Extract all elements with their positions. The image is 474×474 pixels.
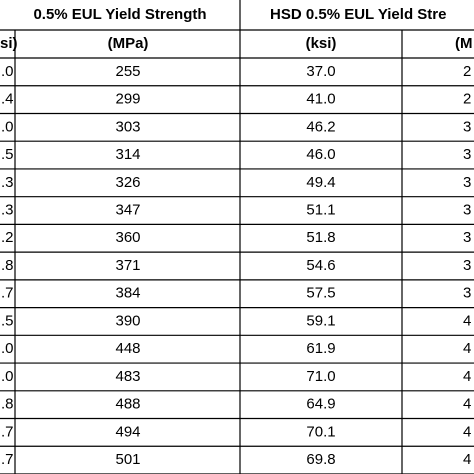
table-cell: 69.8 [306, 451, 335, 468]
table-cell: 41.0 [306, 91, 335, 108]
table-cell: .7 [1, 423, 14, 440]
table-cell: .0 [1, 368, 14, 385]
table-cell: 70.1 [306, 423, 335, 440]
table-cell: .2 [1, 229, 14, 246]
table-cell: 4 [463, 451, 471, 468]
table-cell: .3 [1, 174, 14, 191]
header-cell: 0.5% EUL Yield Strength [33, 6, 206, 23]
table-cell: 2 [463, 63, 471, 80]
table-cell: 51.1 [306, 202, 335, 219]
table-cell: 64.9 [306, 396, 335, 413]
table-cell: 303 [115, 118, 140, 135]
table-cell: .0 [1, 118, 14, 135]
table-cell: 488 [115, 396, 140, 413]
table-cell: 49.4 [306, 174, 335, 191]
table-cell: 371 [115, 257, 140, 274]
table-cell: .0 [1, 63, 14, 80]
table-cell: 4 [463, 312, 471, 329]
table-cell: 255 [115, 63, 140, 80]
table-cell: 54.6 [306, 257, 335, 274]
table-cell: .4 [1, 91, 14, 108]
table-cell: 3 [463, 229, 471, 246]
table-cell: .7 [1, 451, 14, 468]
table-cell: 71.0 [306, 368, 335, 385]
table-cell: 326 [115, 174, 140, 191]
table-cell: 501 [115, 451, 140, 468]
table-cell: .8 [1, 257, 14, 274]
table-cell: 360 [115, 229, 140, 246]
subheader-cell: (M [455, 35, 473, 52]
table-cell: 2 [463, 91, 471, 108]
table-cell: 4 [463, 340, 471, 357]
table-cell: 384 [115, 285, 140, 302]
table-cell: 3 [463, 146, 471, 163]
table-cell: 46.0 [306, 146, 335, 163]
table-cell: 3 [463, 202, 471, 219]
table-cell: 3 [463, 118, 471, 135]
table-cell: 4 [463, 368, 471, 385]
subheader-cell: (ksi) [306, 35, 337, 52]
table-cell: 347 [115, 202, 140, 219]
table-cell: 3 [463, 257, 471, 274]
table-cell: 3 [463, 174, 471, 191]
table-cell: 46.2 [306, 118, 335, 135]
table-cell: .8 [1, 396, 14, 413]
table-cell: .5 [1, 312, 14, 329]
table-cell: 37.0 [306, 63, 335, 80]
table-cell: 57.5 [306, 285, 335, 302]
subheader-cell: (MPa) [108, 35, 149, 52]
header-cell: HSD 0.5% EUL Yield Stre [270, 6, 446, 23]
table-cell: .3 [1, 202, 14, 219]
table-cell: 51.8 [306, 229, 335, 246]
table-cell: 299 [115, 91, 140, 108]
table-cell: 59.1 [306, 312, 335, 329]
table-cell: 61.9 [306, 340, 335, 357]
table-cell: .0 [1, 340, 14, 357]
table-cell: 494 [115, 423, 140, 440]
table-cell: 314 [115, 146, 140, 163]
table-cell: 3 [463, 285, 471, 302]
subheader-cell: si) [0, 35, 18, 52]
table-cell: .5 [1, 146, 14, 163]
table-cell: 390 [115, 312, 140, 329]
table-cell: .7 [1, 285, 14, 302]
table-cell: 4 [463, 423, 471, 440]
table-cell: 4 [463, 396, 471, 413]
table-cell: 483 [115, 368, 140, 385]
table-cell: 448 [115, 340, 140, 357]
